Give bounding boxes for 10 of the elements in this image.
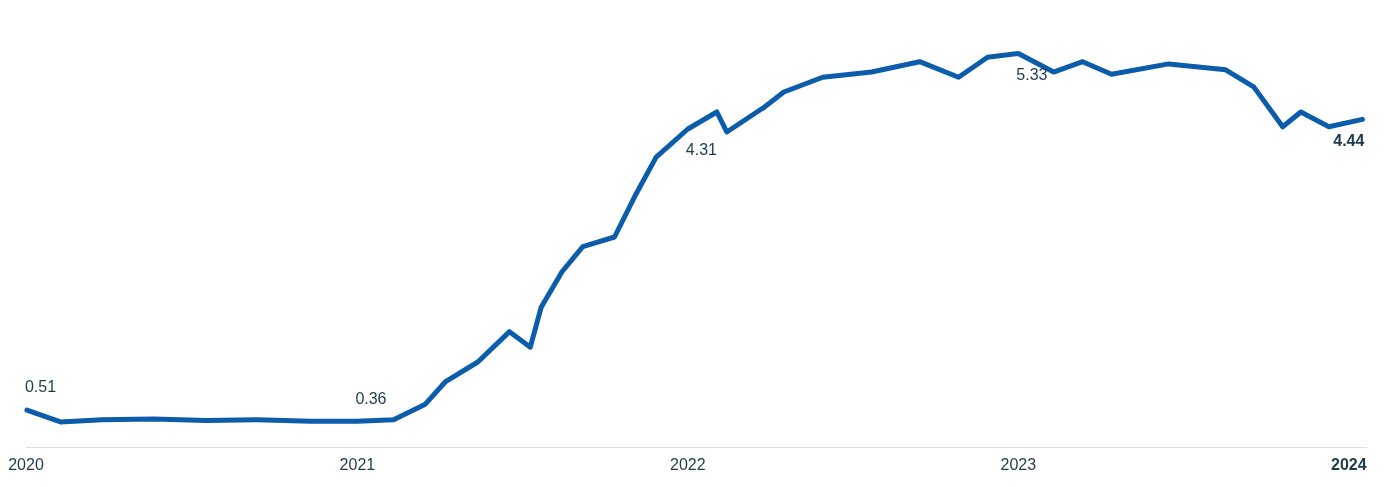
data-label: 0.36 [355,389,387,407]
x-tick-label: 2023 [1000,455,1037,473]
data-label: 4.31 [685,141,718,159]
data-label: 4.44 [1333,131,1365,149]
x-tick-label: 2021 [339,455,376,473]
x-tick-label: 2020 [8,455,44,473]
data-label: 0.51 [24,378,57,396]
data-label: 5.33 [1016,65,1048,83]
x-tick-label: 2024 [1331,455,1367,473]
x-tick-label: 2022 [670,455,706,473]
